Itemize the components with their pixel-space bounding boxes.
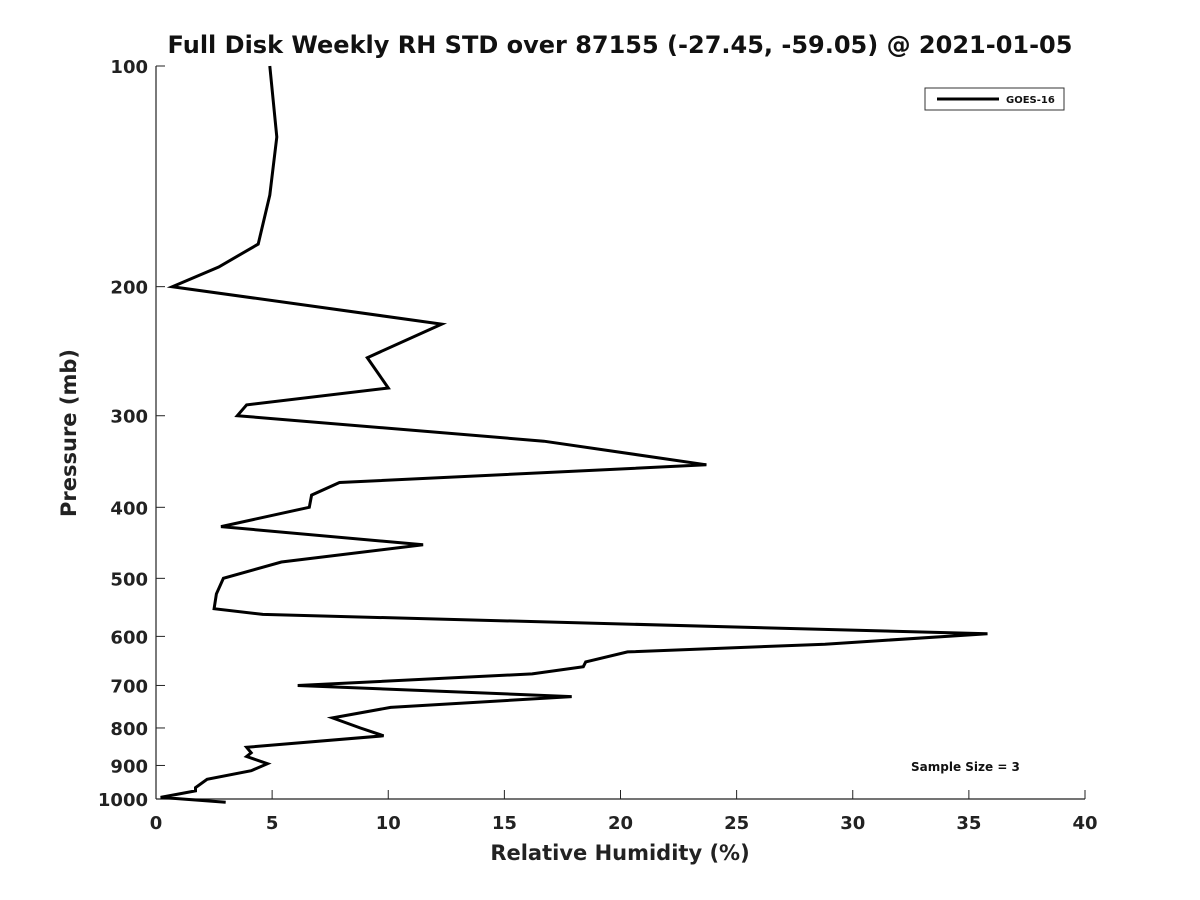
x-tick-label: 5 (266, 813, 279, 834)
legend: GOES-16 (924, 87, 1065, 111)
y-tick-label: 500 (110, 569, 148, 590)
legend-label-goes-16: GOES-16 (1006, 95, 1055, 106)
x-tick-label: 15 (492, 813, 517, 834)
y-tick-label: 800 (110, 719, 148, 740)
x-tick-label: 30 (840, 813, 865, 834)
y-tick-label: 600 (110, 627, 148, 648)
y-axis-ticks: 100 200 300 400 500 600 700 800 900 1000 (98, 57, 165, 811)
x-tick-label: 35 (956, 813, 981, 834)
chart-title: Full Disk Weekly RH STD over 87155 (-27.… (168, 31, 1073, 59)
y-tick-label: 1000 (98, 790, 148, 811)
y-axis-label: Pressure (mb) (57, 349, 81, 517)
x-tick-label: 20 (608, 813, 633, 834)
x-tick-label: 25 (724, 813, 749, 834)
y-tick-label: 100 (110, 57, 148, 78)
y-tick-label: 200 (110, 278, 148, 299)
y-tick-label: 900 (110, 756, 148, 777)
x-tick-label: 40 (1072, 813, 1097, 834)
y-tick-label: 400 (110, 498, 148, 519)
x-axis-label: Relative Humidity (%) (490, 841, 749, 865)
sample-size-annotation: Sample Size = 3 (911, 760, 1020, 774)
x-axis-ticks: 0 5 10 15 20 25 30 35 40 (150, 790, 1098, 834)
series-group (160, 65, 988, 804)
x-tick-label: 10 (376, 813, 401, 834)
y-tick-label: 700 (110, 676, 148, 697)
x-tick-label: 0 (150, 813, 163, 834)
series-line-goes-16 (160, 65, 988, 804)
y-tick-label: 300 (110, 407, 148, 428)
